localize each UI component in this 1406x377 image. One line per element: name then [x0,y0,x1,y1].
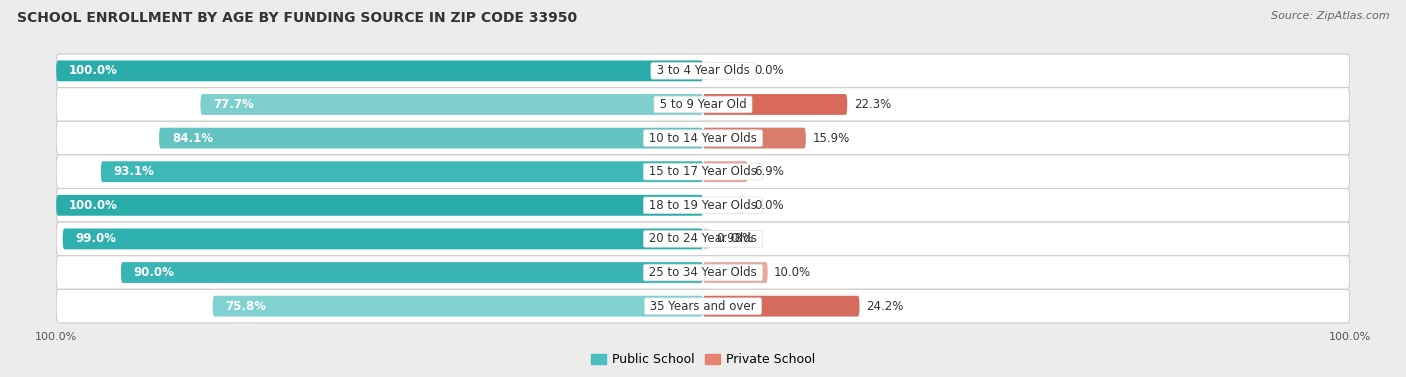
FancyBboxPatch shape [159,128,703,149]
Text: 100.0%: 100.0% [69,64,118,77]
Text: 84.1%: 84.1% [172,132,214,145]
FancyBboxPatch shape [703,228,710,249]
FancyBboxPatch shape [121,262,703,283]
FancyBboxPatch shape [703,296,859,317]
Text: 35 Years and over: 35 Years and over [647,300,759,313]
FancyBboxPatch shape [56,60,703,81]
FancyBboxPatch shape [56,256,1350,289]
Text: 10 to 14 Year Olds: 10 to 14 Year Olds [645,132,761,145]
FancyBboxPatch shape [56,188,1350,222]
Text: 24.2%: 24.2% [866,300,904,313]
FancyBboxPatch shape [56,155,1350,188]
FancyBboxPatch shape [703,161,748,182]
Text: 6.9%: 6.9% [754,165,785,178]
Legend: Public School, Private School: Public School, Private School [591,353,815,366]
Text: 3 to 4 Year Olds: 3 to 4 Year Olds [652,64,754,77]
Text: 90.0%: 90.0% [134,266,174,279]
FancyBboxPatch shape [56,54,1350,88]
Text: 0.0%: 0.0% [755,64,785,77]
Text: 10.0%: 10.0% [775,266,811,279]
FancyBboxPatch shape [703,128,806,149]
Text: 77.7%: 77.7% [214,98,254,111]
Text: 5 to 9 Year Old: 5 to 9 Year Old [655,98,751,111]
FancyBboxPatch shape [101,161,703,182]
FancyBboxPatch shape [56,222,1350,256]
FancyBboxPatch shape [63,228,703,249]
Text: 25 to 34 Year Olds: 25 to 34 Year Olds [645,266,761,279]
Text: SCHOOL ENROLLMENT BY AGE BY FUNDING SOURCE IN ZIP CODE 33950: SCHOOL ENROLLMENT BY AGE BY FUNDING SOUR… [17,11,576,25]
Text: 22.3%: 22.3% [853,98,891,111]
FancyBboxPatch shape [201,94,703,115]
FancyBboxPatch shape [56,195,703,216]
Text: 20 to 24 Year Olds: 20 to 24 Year Olds [645,232,761,245]
FancyBboxPatch shape [703,94,848,115]
FancyBboxPatch shape [212,296,703,317]
FancyBboxPatch shape [56,88,1350,121]
FancyBboxPatch shape [56,289,1350,323]
Text: 0.98%: 0.98% [716,232,754,245]
Text: 99.0%: 99.0% [76,232,117,245]
Text: 75.8%: 75.8% [226,300,267,313]
Text: 15 to 17 Year Olds: 15 to 17 Year Olds [645,165,761,178]
FancyBboxPatch shape [56,121,1350,155]
Text: 15.9%: 15.9% [813,132,849,145]
FancyBboxPatch shape [703,262,768,283]
Text: 0.0%: 0.0% [755,199,785,212]
Text: 93.1%: 93.1% [114,165,155,178]
Text: 18 to 19 Year Olds: 18 to 19 Year Olds [645,199,761,212]
Text: Source: ZipAtlas.com: Source: ZipAtlas.com [1271,11,1389,21]
Text: 100.0%: 100.0% [69,199,118,212]
